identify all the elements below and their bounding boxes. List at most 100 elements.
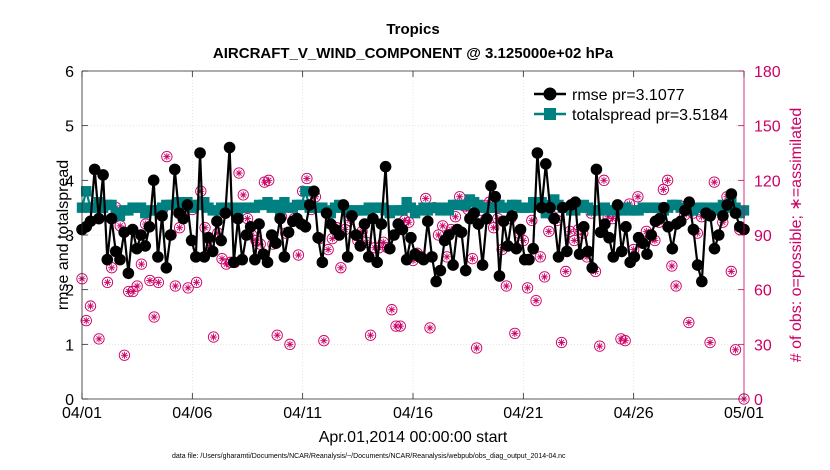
rmse-point xyxy=(105,212,118,225)
star-stroke xyxy=(367,332,374,339)
obs-assimilated-point xyxy=(235,169,243,177)
rmse-point xyxy=(371,256,383,269)
obs-assimilated-point xyxy=(511,329,519,337)
star-stroke xyxy=(422,195,429,202)
rmse-point xyxy=(620,221,632,233)
star-stroke xyxy=(444,254,450,260)
star-stroke xyxy=(108,264,115,271)
rmse-point xyxy=(607,251,620,263)
totalspread-point xyxy=(296,199,307,211)
star-stroke xyxy=(635,193,641,200)
star-stroke xyxy=(405,219,412,226)
star-stroke xyxy=(456,193,463,200)
star-stroke xyxy=(545,228,552,235)
rmse-point xyxy=(384,242,396,255)
rmse-point xyxy=(379,160,392,173)
obs-possible-point xyxy=(169,280,182,292)
star-stroke xyxy=(240,192,247,198)
rmse-point xyxy=(152,251,164,263)
star-stroke xyxy=(711,179,718,185)
totalspread-point xyxy=(549,194,560,205)
obs-possible-point xyxy=(683,316,695,329)
x-axis-label: Apr.01,2014 00:00:00 start xyxy=(319,429,508,446)
totalspread-point xyxy=(523,202,535,213)
obs-possible-point xyxy=(364,329,377,341)
rmse-point xyxy=(143,221,156,233)
rmse-point xyxy=(219,207,232,219)
obs-assimilated-point xyxy=(150,313,158,321)
star-stroke xyxy=(338,264,344,271)
obs-assimilated-point xyxy=(405,218,413,226)
rmse-point xyxy=(421,215,434,228)
star-stroke xyxy=(728,268,735,275)
obs-assimilated-point xyxy=(108,264,116,272)
obs-assimilated-point xyxy=(434,231,443,239)
star-stroke xyxy=(265,177,272,184)
star-stroke xyxy=(138,261,145,267)
rmse-point xyxy=(337,199,350,211)
rmse-point xyxy=(253,218,265,230)
obs-possible-point xyxy=(526,214,538,227)
obs-possible-point xyxy=(560,265,572,278)
rmse-point xyxy=(480,212,493,225)
rmse-point xyxy=(362,251,375,263)
rmse-point xyxy=(586,262,599,274)
obs-assimilated-point xyxy=(137,260,146,268)
obs-assimilated-point xyxy=(176,224,184,232)
obs-possible-point xyxy=(657,183,670,196)
rmse-point xyxy=(712,229,725,241)
rmse-point xyxy=(687,223,700,236)
star-stroke xyxy=(469,255,476,262)
obs-possible-point xyxy=(424,322,436,334)
rmse-point xyxy=(708,242,721,255)
star-stroke xyxy=(155,279,162,286)
rmse-point xyxy=(396,223,409,236)
rmse-point xyxy=(168,163,181,176)
rmse-point xyxy=(447,259,459,271)
y-tick-label: 4 xyxy=(65,173,74,190)
obs-assimilated-point xyxy=(668,262,676,270)
rmse-point xyxy=(497,215,510,228)
star-stroke xyxy=(87,303,94,309)
star-stroke xyxy=(707,339,713,346)
rmse-point xyxy=(729,207,742,219)
rmse-point xyxy=(637,237,649,249)
star-stroke xyxy=(490,224,497,231)
obs-possible-point xyxy=(135,258,148,270)
obs-assimilated-point xyxy=(379,238,387,246)
totalspread-point xyxy=(270,199,282,211)
star-stroke xyxy=(435,232,442,238)
obs-assimilated-point xyxy=(303,174,311,183)
obs-possible-point xyxy=(131,280,143,292)
obs-assimilated-point xyxy=(120,351,129,359)
chart-title: Tropics xyxy=(386,21,439,38)
obs-assimilated-point xyxy=(710,178,718,186)
rmse-point xyxy=(548,212,561,225)
rmse-point xyxy=(388,229,400,241)
x-tick-label: 04/06 xyxy=(172,405,212,422)
obs-possible-point xyxy=(233,167,245,179)
star-stroke xyxy=(571,237,578,244)
rmse-point xyxy=(674,215,687,228)
star-stroke xyxy=(732,346,739,353)
rmse-point xyxy=(320,207,333,219)
rmse-point xyxy=(206,245,219,258)
y2-tick-label: 0 xyxy=(754,392,763,409)
y2-tick-label: 90 xyxy=(754,228,772,245)
obs-assimilated-point xyxy=(218,255,226,263)
rmse-point xyxy=(443,229,455,241)
obs-assimilated-point xyxy=(685,318,693,327)
rmse-point xyxy=(278,251,291,263)
star-stroke xyxy=(541,274,548,280)
rmse-point xyxy=(177,212,189,225)
obs-possible-point xyxy=(704,336,716,349)
rmse-point xyxy=(569,196,582,208)
totalspread-point xyxy=(199,197,210,208)
star-stroke xyxy=(210,334,217,340)
star-stroke xyxy=(172,283,179,289)
rmse-point xyxy=(316,256,329,269)
obs-assimilated-point xyxy=(324,245,332,254)
obs-possible-point xyxy=(500,280,513,292)
obs-possible-point xyxy=(199,222,211,234)
